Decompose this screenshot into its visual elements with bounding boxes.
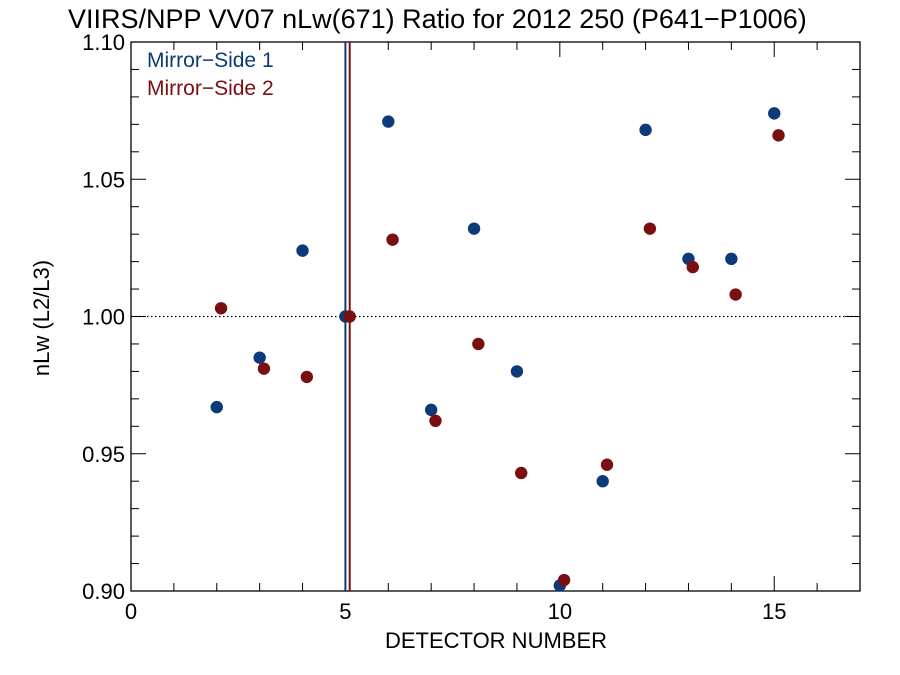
data-point-series-1	[596, 475, 609, 488]
data-point-series-1	[725, 252, 738, 266]
legend: Mirror−Side 1 Mirror−Side 2	[147, 49, 274, 100]
data-point-series-2	[643, 222, 657, 235]
data-point-series-2	[472, 337, 485, 351]
data-point-series-1	[210, 400, 223, 414]
data-point-series-1	[510, 365, 524, 378]
y-tick-label: 0.90	[82, 579, 125, 604]
data-point-series-2	[557, 573, 571, 587]
data-point-series-2	[300, 370, 314, 384]
data-point-series-1	[768, 107, 781, 120]
legend-entry-series-2: Mirror−Side 2	[147, 77, 274, 100]
data-point-series-2	[429, 414, 442, 428]
y-axis-label: nLw (L2/L3)	[29, 260, 54, 376]
x-tick-label: 5	[339, 599, 351, 624]
y-tick-label: 1.00	[82, 305, 125, 330]
data-point-series-2	[772, 129, 785, 142]
legend-entry-series-1: Mirror−Side 1	[147, 49, 274, 72]
y-tick-label: 1.05	[82, 167, 125, 192]
data-point-series-1	[253, 351, 266, 364]
data-point-series-2	[686, 260, 699, 274]
data-point-series-2	[257, 362, 271, 375]
x-axis-label: DETECTOR NUMBER	[385, 628, 607, 653]
y-tick-label: 1.10	[82, 30, 125, 55]
y-tick-label: 0.95	[82, 442, 125, 467]
data-point-series-2	[214, 302, 228, 315]
chart-title: VIIRS/NPP VV07 nLw(671) Ratio for 2012 2…	[68, 4, 807, 34]
data-point-series-1	[382, 115, 395, 128]
data-point-series-1	[467, 222, 481, 235]
x-tick-label: 10	[548, 599, 572, 624]
data-point-series-2	[343, 310, 356, 323]
x-tick-label: 15	[762, 599, 786, 624]
data-point-series-1	[296, 244, 309, 257]
data-point-series-2	[600, 458, 614, 471]
data-point-series-1	[424, 403, 438, 417]
x-tick-label: 0	[125, 599, 137, 624]
data-point-series-2	[729, 288, 742, 301]
data-point-series-2	[515, 466, 528, 480]
data-points-group	[210, 107, 785, 592]
data-point-series-2	[386, 233, 399, 246]
data-point-series-1	[639, 123, 652, 137]
tick-labels: 0 5 10 15 0.90 0.95 1.00 1.05 1.10	[82, 30, 786, 624]
